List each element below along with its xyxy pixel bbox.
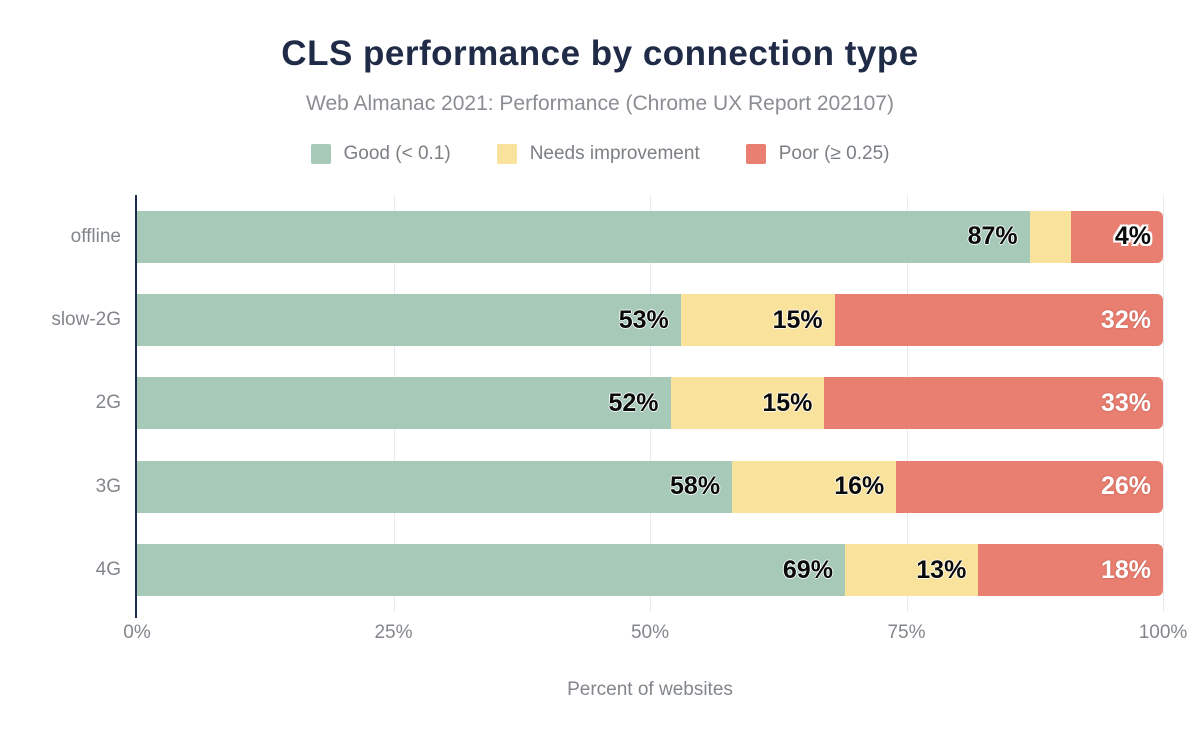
bar-segment-needs-improvement: 15% xyxy=(680,294,835,347)
bar-value-label: 33% xyxy=(1100,388,1151,417)
y-axis-label: 2G xyxy=(95,392,121,414)
bar-segment-good: 53% xyxy=(137,294,681,347)
x-axis-tick: 100% xyxy=(1138,622,1188,643)
bar-row: 58% 16% 26% xyxy=(137,445,1163,528)
bar-row: 87% 4% xyxy=(137,195,1163,278)
bar-segment-good: 52% xyxy=(137,377,671,430)
legend-swatch-needs-improvement xyxy=(496,144,517,164)
gridline-100 xyxy=(1163,195,1164,612)
bar-segment-poor: 32% xyxy=(834,294,1163,347)
bar-segment-poor: 26% xyxy=(896,460,1163,513)
bar-value-label: 69% xyxy=(782,555,833,584)
y-axis-line xyxy=(135,195,137,618)
bar-value-label: 15% xyxy=(772,305,823,334)
x-axis-tick: 75% xyxy=(887,622,926,643)
bar-row: 53% 15% 32% xyxy=(137,278,1163,361)
legend-item-needs-improvement: Needs improvement xyxy=(496,143,700,165)
bar-row: 69% 13% 18% xyxy=(137,529,1163,612)
bar-value-label: 15% xyxy=(762,388,813,417)
bar-row: 52% 15% 33% xyxy=(137,362,1163,445)
bar-rows: 87% 4% 53% 15% 32% 52% 15% 33% 58% 16% 26% 69% 13% 18… xyxy=(137,195,1163,612)
bar-segment-good: 69% xyxy=(137,544,845,597)
bar-segment-needs-improvement: 16% xyxy=(732,460,897,513)
bar-value-label: 26% xyxy=(1100,472,1151,501)
chart-subtitle: Web Almanac 2021: Performance (Chrome UX… xyxy=(306,92,894,115)
y-axis-label: slow-2G xyxy=(51,309,121,331)
bar-segment-poor: 18% xyxy=(978,544,1163,597)
legend-item-good: Good (< 0.1) xyxy=(310,143,451,165)
legend-label: Poor (≥ 0.25) xyxy=(778,143,890,164)
bar-segment-good: 58% xyxy=(137,460,733,513)
legend-item-poor: Poor (≥ 0.25) xyxy=(745,143,890,165)
bar-value-label: 87% xyxy=(967,222,1018,251)
bar-segment-poor: 33% xyxy=(824,377,1163,430)
stacked-bar: 58% 16% 26% xyxy=(137,460,1163,513)
bar-value-label: 53% xyxy=(618,305,669,334)
stacked-bar: 69% 13% 18% xyxy=(137,544,1163,597)
y-axis-label: offline xyxy=(70,225,121,247)
stacked-bar: 53% 15% 32% xyxy=(137,294,1163,347)
x-axis-tick: 25% xyxy=(374,622,413,643)
legend-swatch-good xyxy=(310,144,331,164)
bar-segment-needs-improvement: 13% xyxy=(844,544,979,597)
x-axis-ticks: 0% 25% 50% 75% 100% xyxy=(123,622,1187,648)
stacked-bar: 87% 4% xyxy=(137,210,1163,263)
legend-label: Good (< 0.1) xyxy=(343,143,451,164)
x-axis-tick: 0% xyxy=(123,622,151,643)
y-axis-label: 4G xyxy=(95,559,121,581)
legend-swatch-poor xyxy=(745,144,766,164)
bar-value-label: 18% xyxy=(1100,555,1151,584)
chart-title: CLS performance by connection type xyxy=(281,34,919,73)
stacked-bar: 52% 15% 33% xyxy=(137,377,1163,430)
x-axis-tick: 50% xyxy=(630,622,670,643)
y-axis-labels: offline slow-2G 2G 3G 4G xyxy=(0,195,121,612)
y-axis-label: 3G xyxy=(95,475,121,497)
bar-value-label: 58% xyxy=(670,472,721,501)
bar-value-label: 52% xyxy=(608,388,659,417)
x-axis-title: Percent of websites xyxy=(567,679,733,700)
legend-label: Needs improvement xyxy=(529,143,700,164)
legend: Good (< 0.1) Needs improvement Poor (≥ 0.2… xyxy=(0,143,1200,165)
bar-segment-good: 87% xyxy=(137,210,1030,263)
bar-value-label: 4% xyxy=(1114,222,1151,251)
bar-value-label: 16% xyxy=(834,472,885,501)
bar-segment-poor: 4% xyxy=(1070,210,1163,263)
bar-segment-needs-improvement: 15% xyxy=(670,377,825,430)
plot-area: 87% 4% 53% 15% 32% 52% 15% 33% 58% 16% 26% 69% 13% 18… xyxy=(135,195,1164,618)
bar-value-label: 32% xyxy=(1100,305,1151,334)
bar-segment-needs-improvement xyxy=(1029,210,1071,263)
bar-value-label: 13% xyxy=(916,555,967,584)
